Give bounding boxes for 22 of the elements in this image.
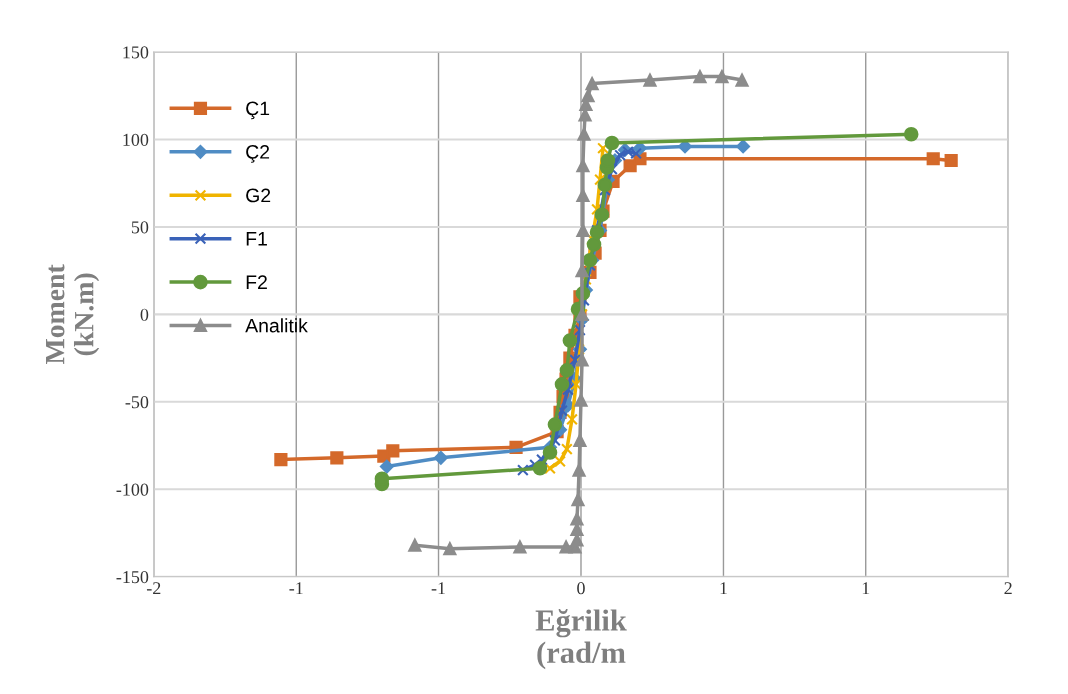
x-axis-title: Eğrilik (rad/m <box>535 609 627 670</box>
y-tick-label: 50 <box>131 221 149 234</box>
x-tick-label: -1 <box>431 582 445 595</box>
y-tick-label: -50 <box>125 396 149 409</box>
y-tick-label: -150 <box>116 570 149 584</box>
y-axis-title: Moment (kN.m) <box>46 264 100 365</box>
y-tick-label: 150 <box>123 46 149 59</box>
legend-label: Analitik <box>245 318 308 333</box>
x-tick-label: -2 <box>146 582 161 595</box>
legend-label: Ç2 <box>246 145 270 163</box>
x-tick-label: -1 <box>289 582 303 595</box>
y-tick-label: 0 <box>140 308 149 321</box>
legend-label: F1 <box>246 232 267 246</box>
x-tick-label: 1 <box>862 582 870 595</box>
legend-label: Ç1 <box>246 101 270 120</box>
legend-label: G2 <box>246 188 271 203</box>
x-tick-label: 1 <box>720 582 727 595</box>
x-tick-label: 2 <box>1004 582 1012 595</box>
x-tick-label: 0 <box>577 582 585 595</box>
y-tick-label: 100 <box>123 133 149 146</box>
y-tick-label: -100 <box>116 483 149 496</box>
legend-label: F2 <box>246 275 267 289</box>
